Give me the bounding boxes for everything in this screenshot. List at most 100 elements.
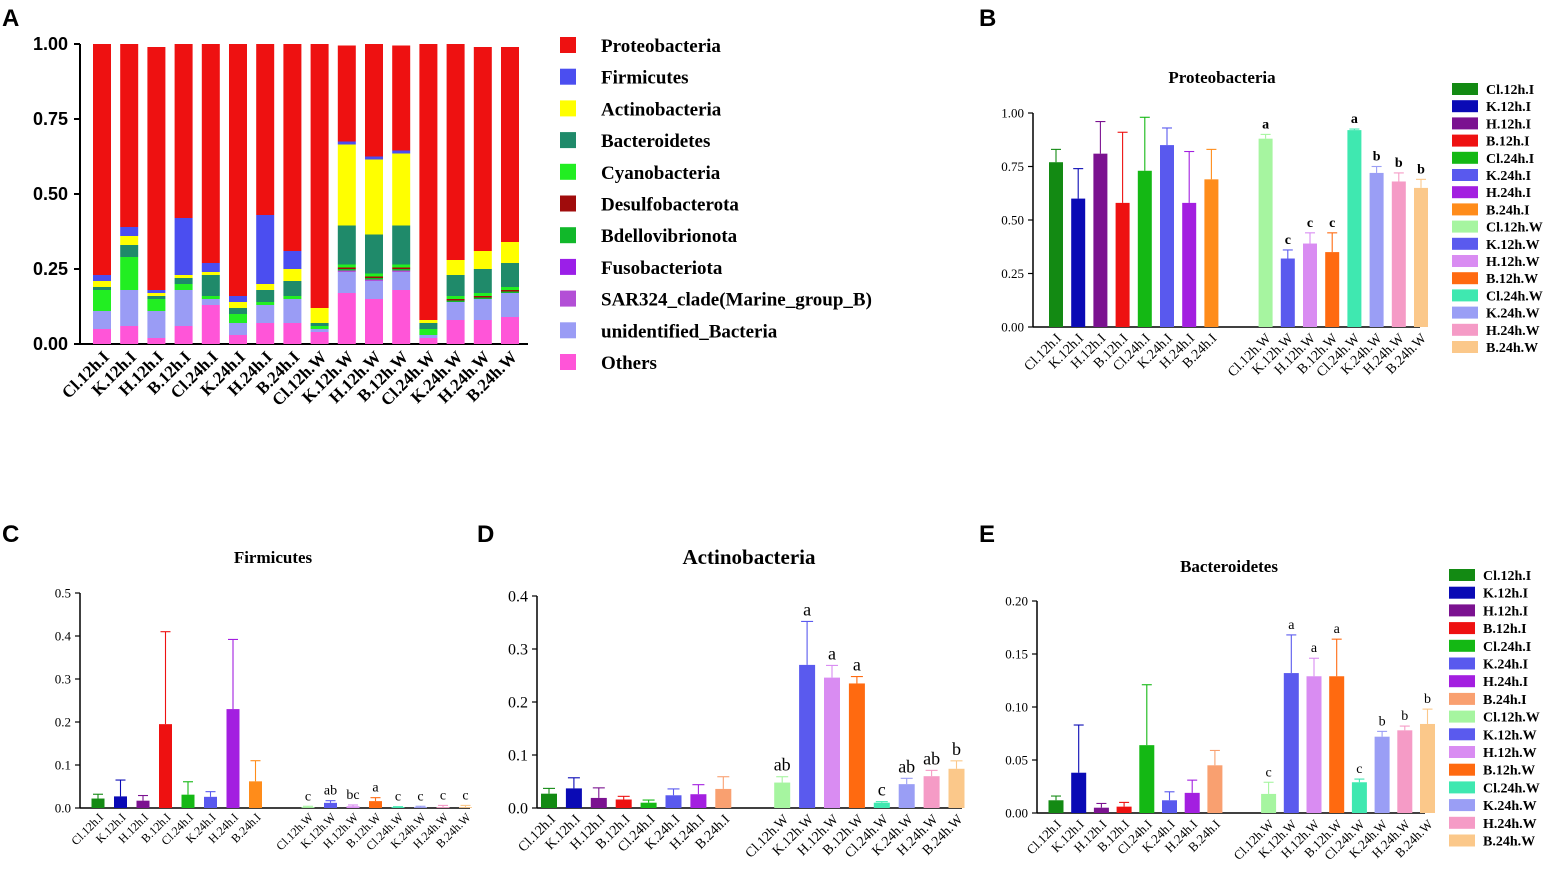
- stack-segment-Others: [256, 323, 275, 344]
- significance-label: ab: [774, 755, 791, 775]
- legend-swatch: [1452, 272, 1478, 285]
- significance-label: a: [1262, 117, 1269, 132]
- bar-K.12h.I: [1071, 772, 1087, 813]
- significance-label: ab: [923, 748, 940, 768]
- legend-label: K.24h.W: [1486, 307, 1540, 322]
- legend-swatch: [1449, 799, 1475, 812]
- bar-B.24h.W: [1420, 723, 1435, 813]
- significance-label: c: [1356, 762, 1362, 777]
- bar-B.24h.I: [1204, 179, 1219, 327]
- panel-b: Proteobacteria 0.00 0.25 0.50 0.75 1.00 Cl.12h…: [1001, 68, 1543, 380]
- stack-segment-Cyanobacteria: [174, 284, 193, 290]
- y-tick-label: 0.50: [33, 184, 68, 204]
- legend-label: H.12h.W: [1486, 255, 1540, 270]
- stack-segment-Bacteroidetes: [201, 275, 220, 296]
- legend-label: K.24h.I: [1483, 658, 1528, 673]
- stack-segment-SAR324_clade(Marine_group_B): [392, 270, 411, 272]
- stack-segment-Cyanobacteria: [120, 257, 139, 290]
- stack-segment-Actinobacteria: [501, 242, 519, 263]
- bar-K.12h.W: [324, 802, 337, 808]
- stack-segment-Others: [201, 305, 220, 344]
- stack-segment-Actinobacteria: [256, 284, 275, 290]
- stack-segment-Desulfobacterota: [392, 267, 411, 269]
- stack-segment-Actinobacteria: [310, 308, 329, 323]
- bar-B.12h.W: [369, 801, 382, 808]
- legend-label: B.24h.I: [1483, 693, 1527, 708]
- stack-segment-unidentified_Bacteria: [283, 299, 302, 323]
- y-tick-label: 0.0: [55, 801, 71, 816]
- significance-label: a: [803, 599, 811, 619]
- stack-segment-Actinobacteria: [120, 236, 139, 245]
- significance-label: c: [1329, 216, 1335, 231]
- significance-label: bc: [346, 788, 359, 803]
- legend-label: SAR324_clade(Marine_group_B): [601, 290, 872, 311]
- y-tick-label: 0.20: [1005, 594, 1028, 609]
- legend-swatch: [560, 354, 576, 370]
- stack-segment-Bdellovibrionota: [446, 300, 465, 302]
- stack-segment-Others: [501, 317, 519, 344]
- bar-B.12h.I: [159, 724, 172, 808]
- significance-label: c: [1265, 765, 1271, 780]
- legend-label: Actinobacteria: [601, 99, 722, 120]
- y-tick-label: 0.2: [55, 715, 71, 730]
- y-tick-label: 0.00: [1001, 320, 1024, 335]
- stack-segment-Firmicutes: [365, 156, 383, 160]
- stack-segment-Actinobacteria: [473, 251, 492, 269]
- stack-segment-Cyanobacteria: [229, 314, 247, 323]
- bar-K.12h.I: [565, 788, 582, 808]
- stack-segment-unidentified_Bacteria: [501, 293, 519, 317]
- stack-segment-Proteobacteria: [310, 44, 329, 308]
- stack-segment-Actinobacteria: [337, 144, 356, 226]
- stack-segment-Firmicutes: [93, 275, 111, 281]
- bar-K.24h.W: [1374, 736, 1390, 813]
- y-tick-label: 0.75: [33, 109, 68, 129]
- legend-label: Cl.12h.I: [1483, 569, 1531, 584]
- stack-segment-Actinobacteria: [201, 272, 220, 275]
- chart-title: Firmicutes: [234, 548, 313, 567]
- legend-swatch: [560, 132, 576, 149]
- legend-swatch: [1452, 203, 1478, 216]
- bar-K.24h.W: [898, 784, 915, 808]
- stack-segment-Others: [419, 338, 438, 344]
- significance-label: a: [1311, 641, 1318, 656]
- stack-segment-Actinobacteria: [392, 153, 411, 226]
- stack-segment-Proteobacteria: [392, 45, 411, 151]
- stack-segment-Firmicutes: [337, 141, 356, 145]
- bar-Cl.12h.W: [301, 807, 315, 808]
- significance-label: c: [417, 789, 423, 804]
- stack-segment-Actinobacteria: [229, 302, 247, 308]
- stack-segment-Others: [93, 329, 111, 344]
- bar-K.12h.I: [114, 796, 127, 808]
- legend-label: Cl.12h.W: [1483, 711, 1540, 726]
- significance-label: c: [1285, 233, 1291, 248]
- stack-segment-Others: [229, 335, 247, 344]
- stack-segment-Proteobacteria: [93, 44, 111, 275]
- legend-label: Cl.12h.I: [1486, 83, 1534, 98]
- bar-H.12h.I: [590, 797, 607, 808]
- stack-segment-Others: [337, 293, 356, 344]
- legend-swatch: [1452, 323, 1478, 336]
- y-tick-label: 0.25: [1001, 266, 1024, 281]
- legend-label: H.24h.I: [1486, 186, 1531, 201]
- bar-B.12h.I: [1115, 202, 1130, 327]
- legend-swatch: [1449, 710, 1475, 723]
- y-tick-label: 0.50: [1001, 213, 1024, 228]
- stack-segment-Bacteroidetes: [419, 323, 438, 329]
- stack-segment-Desulfobacterota: [337, 267, 356, 269]
- legend-swatch: [1452, 100, 1478, 113]
- bar-B.12h.W: [1325, 252, 1340, 327]
- y-tick-label: 0.25: [33, 259, 68, 279]
- panel-label-d: D: [477, 521, 494, 548]
- legend-label: H.24h.I: [1483, 675, 1528, 690]
- significance-label: a: [1288, 618, 1295, 633]
- legend-label: Others: [601, 353, 657, 374]
- panel-labels: A B C D E: [2, 5, 996, 548]
- panel-c: Firmicutes0.00.10.20.30.40.5Cl.12h.IK.12…: [55, 548, 474, 853]
- significance-label: b: [1373, 150, 1381, 165]
- legend-label: K.12h.I: [1483, 587, 1528, 602]
- legend-label: B.12h.W: [1486, 272, 1538, 287]
- stack-segment-unidentified_Bacteria: [256, 305, 275, 323]
- legend-swatch: [1449, 781, 1475, 794]
- y-tick-label: 0.3: [508, 642, 528, 659]
